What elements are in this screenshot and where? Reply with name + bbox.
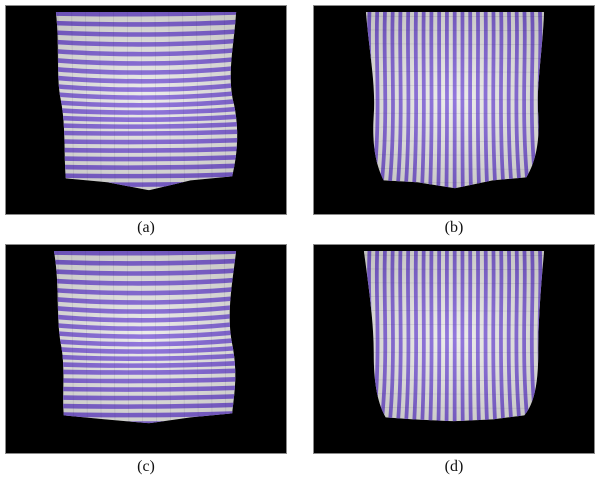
- caption-d: (d): [444, 458, 464, 475]
- cloth-panel-a: [5, 5, 287, 215]
- mesh-line: [314, 196, 593, 197]
- stripe: [6, 426, 285, 435]
- mesh-line: [238, 245, 240, 453]
- cloth-render-b: [314, 6, 593, 214]
- stripe: [545, 245, 558, 453]
- mesh-line: [314, 435, 593, 436]
- cloth-render-c: [6, 245, 285, 453]
- cloth-panel-b: [313, 5, 595, 215]
- cloth-render-d: [314, 245, 593, 453]
- caption-b: (b): [444, 219, 464, 236]
- mesh-line: [363, 421, 545, 422]
- cloth-render-a: [55, 6, 240, 214]
- caption-a: (a): [137, 219, 155, 236]
- mesh-line: [238, 6, 240, 214]
- cloth-panel-c: [5, 244, 287, 454]
- cloth-panel-d: [313, 244, 595, 454]
- caption-c: (c): [137, 458, 155, 475]
- stripe: [545, 6, 558, 214]
